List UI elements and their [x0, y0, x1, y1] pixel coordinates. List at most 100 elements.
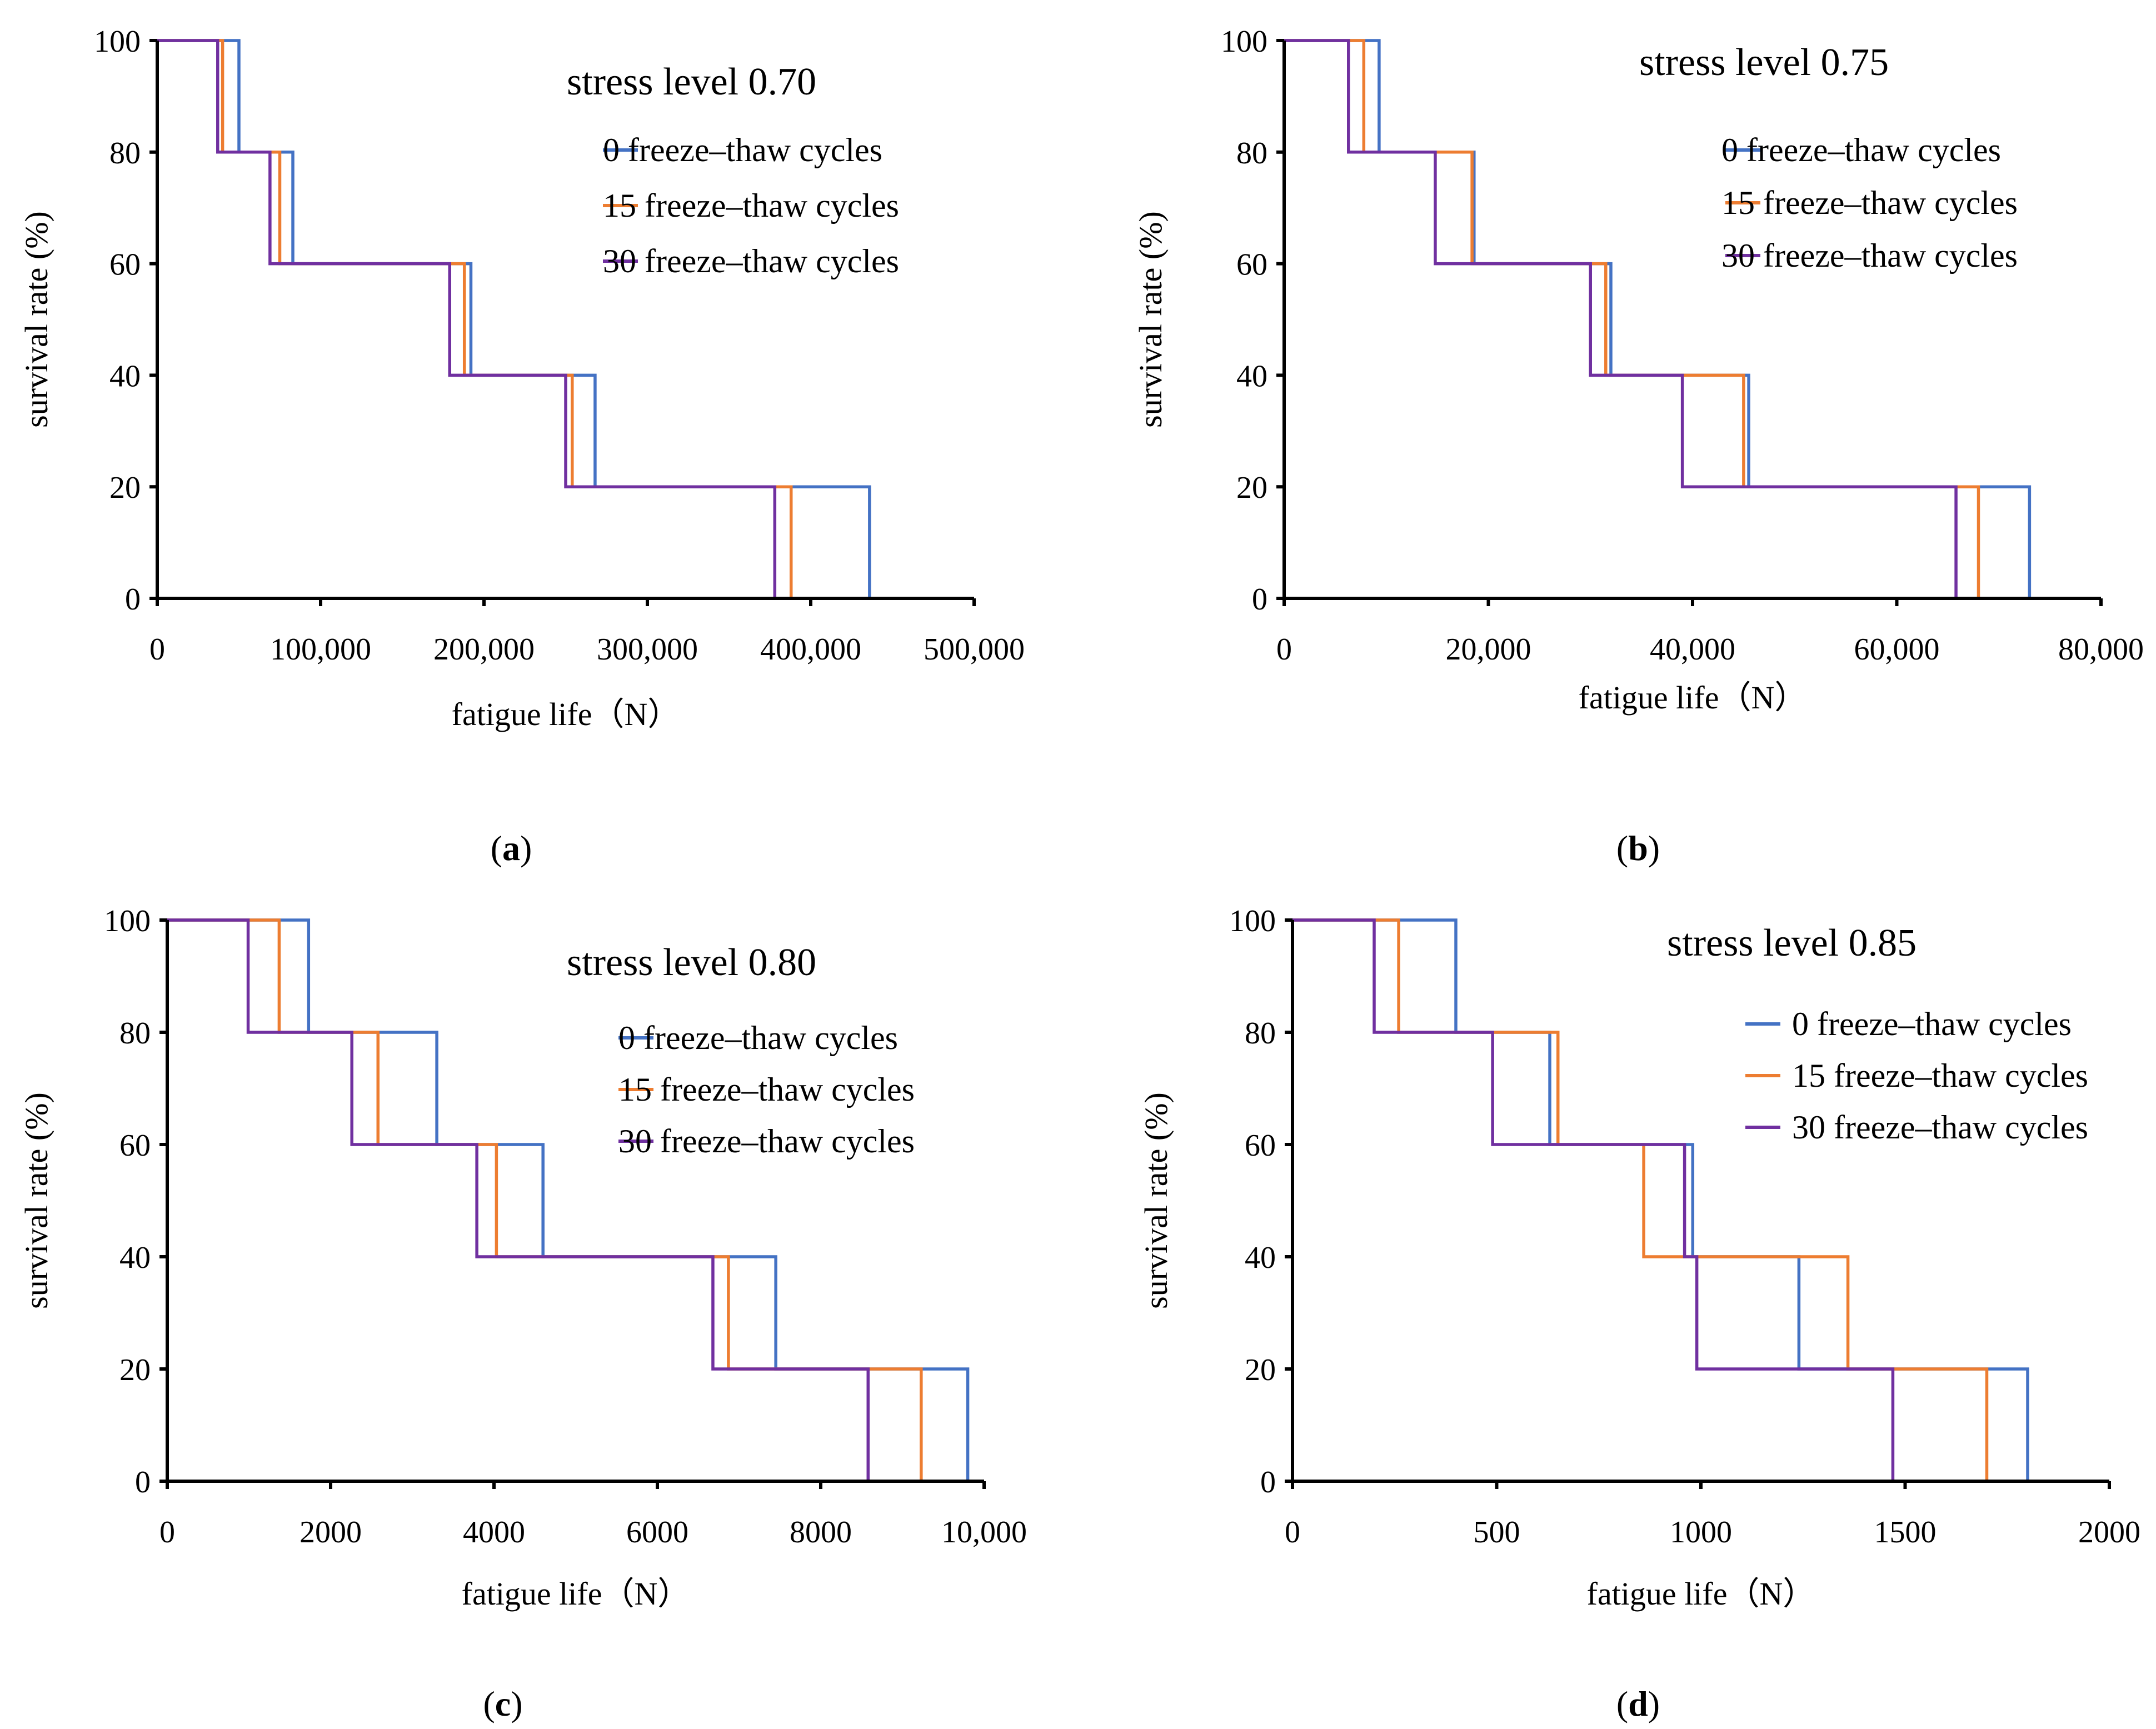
panel-label: (c) — [483, 1684, 522, 1723]
chart-title: stress level 0.70 — [567, 61, 816, 103]
legend-label-0: 0 freeze–thaw cycles — [1792, 1006, 2072, 1042]
x-tick-label: 80,000 — [2058, 632, 2144, 667]
legend-label-1: 15 freeze–thaw cycles — [1721, 184, 2018, 221]
series-line-1 — [157, 39, 793, 598]
panel-letter: d — [1628, 1684, 1648, 1723]
x-tick-label: 4000 — [463, 1515, 525, 1550]
chart-title: stress level 0.75 — [1639, 41, 1889, 84]
legend-label-2: 30 freeze–thaw cycles — [618, 1123, 915, 1160]
panel-paren-open: ( — [1616, 828, 1628, 868]
y-tick-label: 100 — [94, 24, 141, 59]
y-tick-label: 0 — [135, 1465, 151, 1500]
chart-panel-c: 0 20 40 60 80 100 0 2000 4000 6000 8000 10,000 fatig… — [18, 904, 1027, 1723]
x-tick-label: 2000 — [2078, 1515, 2140, 1550]
chart-panel-b: 0 20 40 60 80 100 0 20,000 40,000 60,000 80,000 fat… — [1132, 24, 2144, 868]
panel-paren-close: ) — [520, 828, 532, 868]
series-line-0 — [1284, 39, 2032, 598]
x-tick-label: 300,000 — [597, 632, 698, 667]
x-axis-title: fatigue life（N） — [1587, 1576, 1815, 1612]
legend-label-2: 30 freeze–thaw cycles — [1721, 237, 2018, 274]
y-tick-label: 80 — [119, 1016, 151, 1051]
y-axis-title: survival rate (%) — [1138, 1092, 1174, 1309]
chart-title: stress level 0.85 — [1667, 922, 1917, 965]
y-tick-label: 40 — [119, 1241, 151, 1275]
y-tick-label: 0 — [1252, 582, 1267, 617]
y-tick-label: 80 — [109, 136, 141, 171]
legend-label-0: 0 freeze–thaw cycles — [1721, 132, 2001, 168]
x-tick-label: 60,000 — [1854, 632, 1940, 667]
y-tick-label: 100 — [1221, 24, 1267, 59]
legend: 0 freeze–thaw cycles 15 freeze–thaw cycle… — [618, 1020, 915, 1160]
y-tick-label: 20 — [109, 471, 141, 505]
y-axis-title: survival rate (%) — [18, 211, 54, 428]
x-tick-label: 200,000 — [433, 632, 535, 667]
y-tick-label: 0 — [125, 582, 141, 617]
x-tick-label: 1000 — [1670, 1515, 1732, 1550]
series-line-0 — [167, 918, 970, 1481]
x-tick-label: 2000 — [300, 1515, 362, 1550]
y-axis-title: survival rate (%) — [18, 1092, 54, 1309]
y-tick-label: 60 — [1236, 248, 1267, 282]
legend-label-0: 0 freeze–thaw cycles — [603, 132, 882, 168]
y-tick-label: 100 — [1229, 904, 1276, 938]
x-tick-label: 500 — [1474, 1515, 1520, 1550]
series-line-2 — [157, 39, 777, 598]
x-tick-label: 1500 — [1874, 1515, 1937, 1550]
y-axis-title: survival rate (%) — [1132, 211, 1169, 428]
panel-paren-open: ( — [491, 828, 502, 868]
series-line-0 — [157, 39, 871, 598]
legend-label-1: 15 freeze–thaw cycles — [603, 187, 899, 224]
panel-paren-close: ) — [511, 1684, 522, 1723]
y-tick-label: 0 — [1260, 1465, 1276, 1500]
y-tick-label: 80 — [1236, 136, 1267, 171]
panel-label: (a) — [491, 828, 532, 868]
x-tick-label: 0 — [1285, 1515, 1300, 1550]
y-tick-label: 60 — [109, 248, 141, 282]
series-line-1 — [1284, 39, 1980, 598]
series-line-2 — [167, 918, 870, 1481]
x-tick-label: 0 — [1276, 632, 1292, 667]
panel-paren-open: ( — [483, 1684, 495, 1723]
x-tick-label: 100,000 — [270, 632, 371, 667]
panel-label: (b) — [1616, 828, 1660, 868]
legend-label-1: 15 freeze–thaw cycles — [618, 1071, 915, 1108]
panel-paren-close: ) — [1648, 1684, 1660, 1723]
panel-letter: c — [495, 1684, 511, 1723]
series-line-2 — [1292, 918, 1895, 1481]
legend-label-2: 30 freeze–thaw cycles — [603, 243, 899, 279]
x-tick-label: 10,000 — [941, 1515, 1027, 1550]
y-tick-label: 20 — [1236, 471, 1267, 505]
chart-title: stress level 0.80 — [567, 941, 816, 984]
x-axis-title: fatigue life（N） — [1579, 679, 1807, 716]
legend-label-0: 0 freeze–thaw cycles — [618, 1020, 898, 1056]
x-axis-title: fatigue life（N） — [452, 696, 680, 732]
x-tick-label: 500,000 — [924, 632, 1025, 667]
series-line-2 — [1284, 39, 1958, 598]
y-tick-label: 20 — [1245, 1353, 1276, 1387]
panel-paren-close: ) — [1648, 828, 1660, 868]
x-tick-label: 0 — [159, 1515, 175, 1550]
x-tick-label: 8000 — [790, 1515, 852, 1550]
x-tick-label: 20,000 — [1446, 632, 1531, 667]
x-tick-label: 400,000 — [760, 632, 861, 667]
x-axis-title: fatigue life（N） — [462, 1576, 690, 1612]
legend-label-1: 15 freeze–thaw cycles — [1792, 1057, 2088, 1094]
series-line-0 — [1292, 918, 2029, 1481]
y-tick-label: 100 — [104, 904, 151, 938]
legend: 0 freeze–thaw cycles 15 freeze–thaw cycle… — [1745, 1006, 2088, 1146]
panel-letter: b — [1628, 828, 1648, 868]
legend-label-2: 30 freeze–thaw cycles — [1792, 1109, 2088, 1146]
panel-label: (d) — [1616, 1684, 1660, 1723]
panel-letter: a — [502, 828, 520, 868]
y-tick-label: 60 — [1245, 1128, 1276, 1163]
y-tick-label: 40 — [1245, 1241, 1276, 1275]
x-tick-label: 0 — [149, 632, 165, 667]
legend: 0 freeze–thaw cycles 15 freeze–thaw cycle… — [603, 132, 899, 279]
chart-panel-a: 0 20 40 60 80 100 0 100,000 200,000 300,000 400,00… — [18, 24, 1025, 868]
y-tick-label: 40 — [109, 359, 141, 393]
y-tick-label: 20 — [119, 1353, 151, 1387]
y-tick-label: 80 — [1245, 1016, 1276, 1051]
x-tick-label: 6000 — [626, 1515, 688, 1550]
